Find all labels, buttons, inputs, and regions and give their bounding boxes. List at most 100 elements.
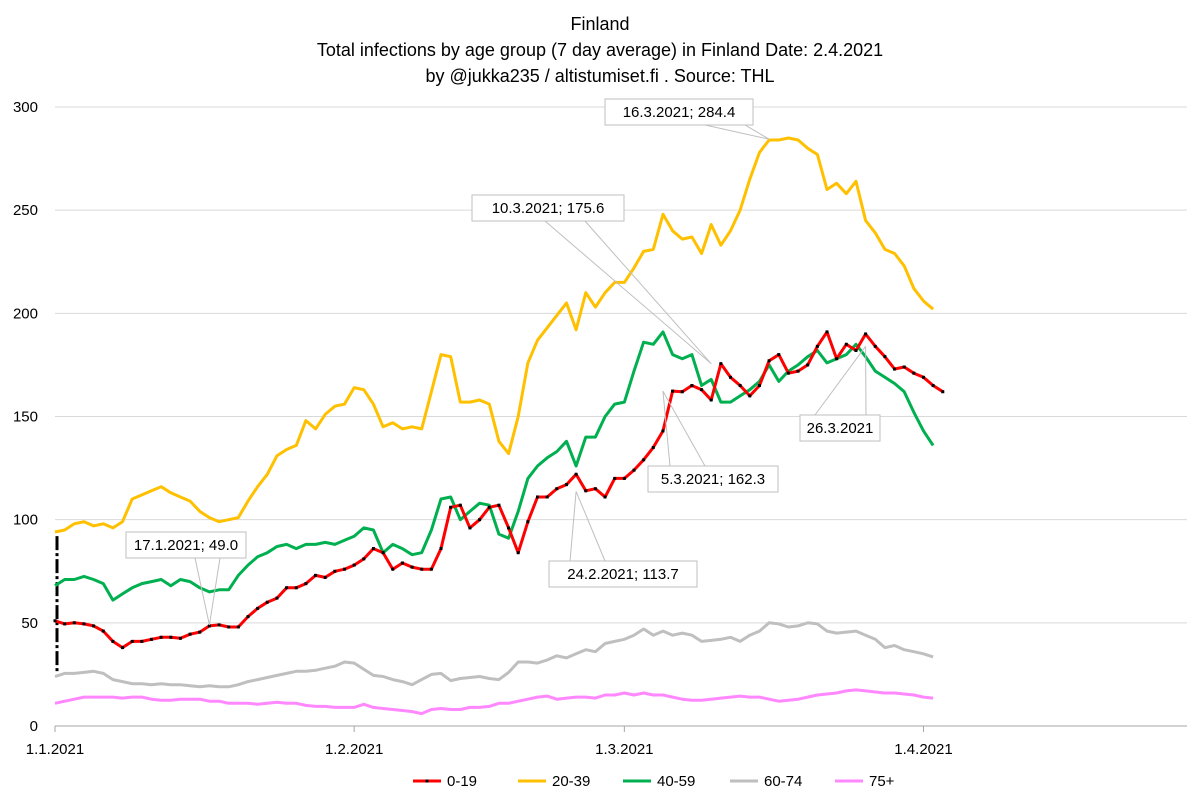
- data-point-0-19: [796, 369, 800, 373]
- data-point-0-19: [304, 582, 308, 586]
- y-tick-label-250: 250: [13, 202, 38, 219]
- annotation-leader: [569, 491, 577, 562]
- annotation-label: 24.2.2021; 113.7: [567, 566, 679, 583]
- annotation-box: [604, 98, 754, 126]
- data-point-0-19: [738, 384, 742, 388]
- data-point-0-19: [343, 567, 346, 571]
- data-point-0-19: [256, 606, 260, 610]
- data-point-0-19: [439, 547, 443, 551]
- data-point-0-19: [178, 636, 182, 640]
- data-point-0-19: [536, 495, 539, 499]
- data-point-0-19: [690, 384, 694, 388]
- data-point-0-19: [82, 622, 86, 626]
- data-point-0-19: [564, 483, 568, 487]
- y-tick-label-50: 50: [21, 615, 38, 632]
- data-point-0-19: [169, 635, 173, 639]
- legend-label-20-39: 20-39: [552, 773, 590, 790]
- data-point-0-19: [931, 384, 935, 388]
- data-point-0-19: [593, 487, 597, 491]
- data-point-0-19: [613, 476, 617, 480]
- data-point-0-19: [545, 495, 549, 499]
- data-point-0-19: [864, 332, 868, 336]
- data-point-0-19: [700, 388, 704, 392]
- data-point-0-19: [449, 505, 453, 509]
- annotation-leader: [194, 557, 210, 626]
- data-point-0-19: [150, 637, 153, 641]
- data-point-0-19: [651, 445, 655, 449]
- data-point-0-19: [825, 330, 829, 334]
- data-point-0-19: [111, 639, 115, 643]
- annotation-label: 5.3.2021; 162.3: [661, 471, 765, 488]
- legend-marker-0-19: [425, 779, 429, 783]
- data-point-0-19: [642, 458, 646, 462]
- data-point-0-19: [873, 344, 877, 348]
- data-point-0-19: [786, 371, 790, 375]
- data-point-0-19: [246, 615, 250, 619]
- marker-group: [53, 330, 945, 650]
- data-point-0-19: [883, 355, 887, 359]
- data-point-0-19: [429, 567, 433, 571]
- annotation-leader: [744, 124, 770, 140]
- data-point-0-19: [497, 503, 501, 507]
- data-point-0-19: [526, 520, 530, 524]
- annotation-label: 16.3.2021; 284.4: [623, 104, 736, 121]
- annotation-label: 10.3.2021; 175.6: [492, 200, 605, 217]
- annotation-leader: [584, 220, 712, 365]
- data-point-0-19: [400, 561, 404, 565]
- annotation-leader: [544, 220, 712, 365]
- chart-title-line-2: Total infections by age group (7 day ave…: [317, 40, 883, 60]
- annotation-box: [125, 531, 247, 559]
- annotation-label: 17.1.2021; 49.0: [134, 537, 238, 554]
- data-point-0-19: [352, 563, 356, 567]
- data-point-0-19: [893, 367, 897, 371]
- series-line-60-74: [54, 621, 934, 689]
- y-tick-label-100: 100: [13, 512, 38, 529]
- data-point-0-19: [130, 639, 134, 643]
- legend: 0-19 20-39 40-59 60-74 75+: [413, 773, 895, 790]
- data-point-0-19: [420, 567, 424, 571]
- data-point-0-19: [101, 629, 105, 633]
- data-point-0-19: [314, 573, 318, 577]
- data-point-0-19: [275, 596, 279, 600]
- legend-label-0-19: 0-19: [447, 773, 477, 790]
- x-tick-label-3: 1.4.2021: [894, 741, 952, 758]
- annotation-box: [799, 414, 881, 442]
- annotation-box: [471, 194, 625, 222]
- data-point-0-19: [285, 586, 289, 590]
- data-point-0-19: [362, 557, 366, 561]
- data-point-0-19: [584, 489, 588, 493]
- data-point-0-19: [478, 518, 482, 522]
- data-point-0-19: [574, 472, 578, 476]
- data-point-0-19: [622, 476, 626, 480]
- data-point-0-19: [140, 639, 144, 643]
- data-point-0-19: [854, 348, 858, 352]
- data-point-0-19: [516, 551, 520, 555]
- data-point-0-19: [468, 526, 472, 530]
- legend-label-75+: 75+: [869, 773, 895, 790]
- data-point-0-19: [63, 622, 67, 626]
- data-point-0-19: [922, 375, 925, 379]
- data-point-0-19: [777, 353, 781, 357]
- data-point-0-19: [410, 565, 414, 569]
- chart-title-line-1: Finland: [570, 14, 629, 34]
- data-point-0-19: [371, 547, 375, 551]
- data-point-0-19: [507, 526, 511, 530]
- y-tick-label-0: 0: [30, 718, 38, 735]
- annotation-leader: [208, 557, 221, 625]
- data-point-0-19: [729, 375, 732, 379]
- data-point-0-19: [719, 362, 723, 366]
- axes: 0 50 100 150 200 250 300 1.1.2021 1.2.2021 1.3.20…: [13, 99, 1187, 758]
- data-point-0-19: [53, 619, 57, 623]
- annotation-leader: [662, 391, 671, 467]
- data-point-0-19: [458, 503, 462, 507]
- data-point-0-19: [815, 344, 819, 348]
- data-point-0-19: [236, 625, 240, 629]
- data-point-0-19: [381, 551, 385, 555]
- series-line-20-39: [54, 136, 935, 534]
- data-point-0-19: [680, 390, 684, 394]
- data-point-0-19: [941, 390, 945, 394]
- annotation-box: [548, 560, 698, 588]
- data-point-0-19: [671, 389, 675, 393]
